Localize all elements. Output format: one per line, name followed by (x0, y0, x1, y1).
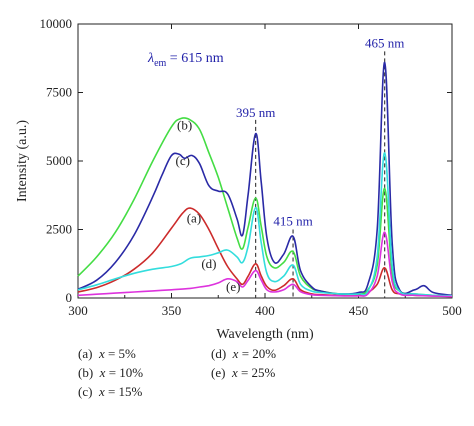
em-label: λem = 615 nm (147, 51, 224, 69)
y-tick-label: 10000 (40, 16, 73, 31)
curve-tag: (e) (226, 279, 240, 294)
legend-var: x (232, 346, 239, 361)
legend-entry-e: (e) x = 25% (211, 365, 275, 381)
curve-tag: (c) (176, 153, 190, 168)
series-line-b (77, 117, 453, 297)
peak-label: 465 nm (365, 35, 404, 50)
x-tick-label: 400 (255, 303, 275, 318)
curve-tag: (b) (177, 117, 192, 132)
x-axis-title: Wavelength (nm) (216, 327, 314, 342)
legend-tag: (e) (211, 365, 226, 380)
legend-tag: (b) (78, 365, 94, 380)
peak-label: 395 nm (236, 105, 275, 120)
legend-var: x (99, 365, 106, 380)
legend-entry-b: (b) x = 10% (78, 365, 143, 381)
curve-tag: (a) (187, 211, 201, 226)
legend: (a) x = 5% (b) x = 10% (c) x = 15% (d) x… (78, 346, 338, 406)
series-line-d (77, 151, 453, 297)
peak-label: 415 nm (273, 213, 312, 228)
y-tick-label: 7500 (46, 85, 72, 100)
legend-tag: (c) (78, 384, 93, 399)
legend-entry-c: (c) x = 15% (78, 384, 142, 400)
plot-frame (77, 23, 453, 299)
series-line-c (77, 61, 453, 297)
curve-tag: (d) (201, 256, 216, 271)
y-tick-label: 5000 (46, 153, 72, 168)
x-tick-label: 300 (68, 303, 88, 318)
legend-var: x (231, 365, 238, 380)
legend-entry-d: (d) x = 20% (211, 346, 276, 362)
legend-value: = 25% (237, 365, 276, 380)
legend-value: = 5% (104, 346, 136, 361)
legend-var: x (98, 346, 105, 361)
legend-value: = 20% (238, 346, 277, 361)
y-tick-label: 0 (66, 290, 73, 305)
x-tick-label: 450 (349, 303, 369, 318)
legend-value: = 10% (105, 365, 144, 380)
x-tick-label: 500 (442, 303, 462, 318)
legend-entry-a: (a) x = 5% (78, 346, 136, 362)
x-tick-label: 350 (162, 303, 182, 318)
y-axis-title: Intensity (a.u.) (15, 120, 30, 202)
y-tick-label: 2500 (46, 222, 72, 237)
legend-var: x (98, 384, 105, 399)
series-line-e (77, 231, 453, 298)
legend-tag: (d) (211, 346, 227, 361)
legend-value: = 15% (104, 384, 143, 399)
legend-tag: (a) (78, 346, 93, 361)
series-line-a (77, 207, 453, 298)
